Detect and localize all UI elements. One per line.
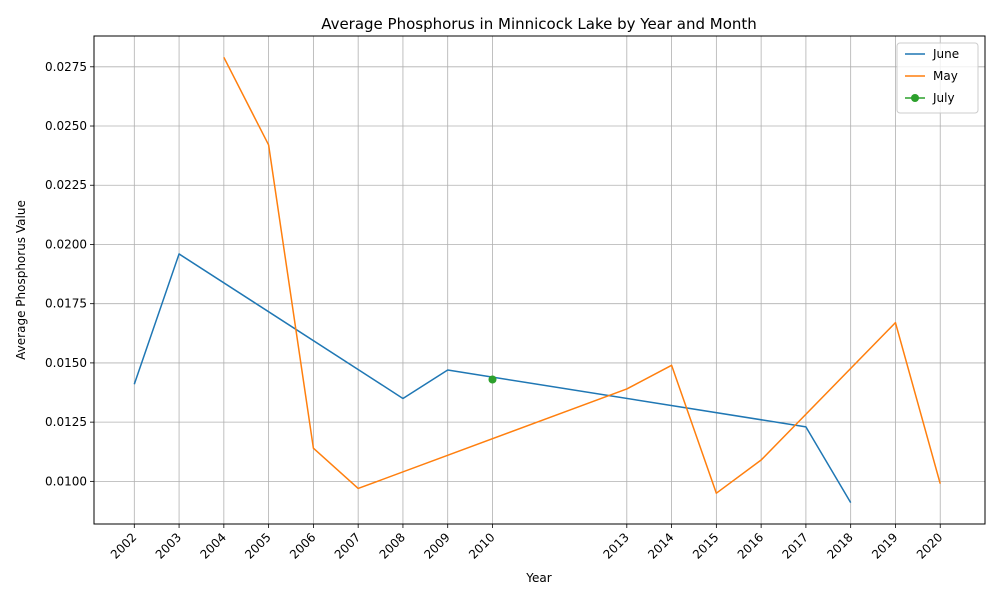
y-tick-label: 0.0225 — [45, 178, 87, 192]
series-line-june — [133, 253, 852, 504]
legend-label-may: May — [933, 69, 958, 83]
y-tick-label: 0.0250 — [45, 119, 87, 133]
y-tick-label: 0.0200 — [45, 237, 87, 251]
y-tick-label: 0.0175 — [45, 297, 87, 311]
plot-area — [94, 36, 985, 524]
grid-lines — [94, 36, 985, 524]
x-axis-label: Year — [525, 571, 551, 585]
y-axis-label: Average Phosphorus Value — [14, 200, 28, 360]
legend-label-june: June — [932, 47, 959, 61]
series-lines — [133, 56, 941, 504]
legend: June May July — [896, 42, 979, 114]
series-markers — [488, 375, 497, 384]
y-axis-ticks: 0.0100 0.0125 0.0150 0.0175 0.0200 0.0225 0.02… — [45, 60, 94, 488]
y-tick-label: 0.0275 — [45, 60, 87, 74]
y-tick-label: 0.0125 — [45, 415, 87, 429]
chart-title: Average Phosphorus in Minnicock Lake by … — [321, 15, 757, 33]
data-point-july — [488, 375, 497, 384]
y-tick-label: 0.0100 — [45, 474, 87, 488]
series-line-may — [223, 56, 941, 494]
plot-frame — [93, 35, 986, 525]
legend-label-july: July — [932, 91, 955, 105]
y-tick-label: 0.0150 — [45, 356, 87, 370]
legend-marker-july — [911, 94, 919, 102]
